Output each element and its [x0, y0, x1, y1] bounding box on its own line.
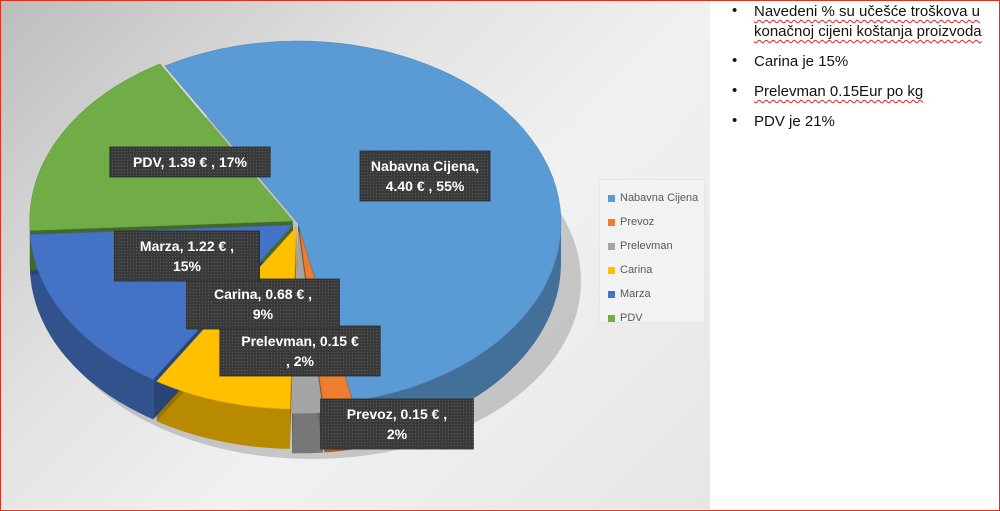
data-label-box: [320, 398, 474, 450]
legend-swatch: [608, 266, 615, 274]
bullet-icon: •: [732, 52, 738, 69]
bullet-icon: •: [732, 112, 738, 129]
pie-slice-side: [30, 234, 154, 420]
legend-label: Prelevman: [620, 240, 673, 252]
legend-item: PDV: [608, 306, 704, 330]
note-item: • PDV je 21%: [730, 112, 998, 132]
data-label-text: Nabavna Cijena,: [371, 158, 479, 174]
note-text: Prelevman 0.15Eur po kg: [754, 83, 924, 100]
data-label: Nabavna Cijena, 4.40 € , 55%: [359, 150, 491, 202]
legend-item: Nabavna Cijena: [608, 186, 704, 210]
pie-chart: Nabavna Cijena, 4.40 € , 55% Prevoz, 0.15 …: [29, 40, 581, 459]
data-label-text: Prevoz, 0.15 € ,: [347, 406, 447, 422]
legend-swatch: [608, 242, 615, 250]
data-label-box: [359, 150, 491, 202]
chart-panel: Nabavna Cijena, 4.40 € , 55% Prevoz, 0.15 …: [1, 1, 710, 509]
pie-slice-side: [156, 381, 290, 449]
data-label: Prelevman, 0.15 € , 2%: [219, 325, 381, 377]
notes-list: • Navedeni % su učešće troškova u konačn…: [730, 0, 998, 132]
data-label: PDV, 1.39 € , 17%: [109, 146, 271, 178]
data-label: Prevoz, 0.15 € , 2%: [320, 398, 474, 450]
legend-label: Carina: [620, 264, 653, 276]
data-label-text: PDV, 1.39 € , 17%: [133, 154, 247, 170]
data-label-text: 9%: [253, 306, 274, 322]
data-label-text: 2%: [387, 426, 408, 442]
legend-item: Marza: [608, 282, 704, 306]
data-label: Carina, 0.68 € , 9%: [186, 278, 340, 330]
legend-label: Prevoz: [620, 216, 655, 228]
note-text: PDV je 21%: [754, 113, 835, 130]
data-label-box: [186, 278, 340, 330]
legend-item: Carina: [608, 258, 704, 282]
legend-swatch: [608, 290, 615, 298]
legend-item: Prevoz: [608, 210, 704, 234]
note-item: • Navedeni % su učešće troškova u konačn…: [730, 2, 998, 42]
data-label-box: [114, 230, 260, 282]
legend-label: PDV: [620, 312, 643, 324]
bullet-icon: •: [732, 82, 738, 99]
data-label-text: 4.40 € , 55%: [386, 178, 465, 194]
bullet-icon: •: [732, 2, 738, 19]
data-label-text: , 2%: [286, 353, 315, 369]
note-text: Carina je 15%: [754, 53, 849, 70]
legend-label: Marza: [620, 288, 651, 300]
legend-swatch: [608, 218, 615, 226]
legend-item: Prelevman: [608, 234, 704, 258]
note-item: • Prelevman 0.15Eur po kg: [730, 82, 998, 102]
data-label-text: Marza, 1.22 € ,: [140, 238, 234, 254]
chart-legend: Nabavna Cijena Prevoz Prelevman Carina M…: [599, 179, 705, 324]
data-label-text: Carina, 0.68 € ,: [214, 286, 312, 302]
data-label-box: [219, 325, 381, 377]
note-item: • Carina je 15%: [730, 52, 998, 72]
note-text: Navedeni % su učešće troškova u konačnoj…: [754, 3, 982, 40]
legend-label: Nabavna Cijena: [620, 192, 699, 204]
legend-swatch: [608, 314, 615, 322]
data-label: Marza, 1.22 € , 15%: [114, 230, 260, 282]
data-label-text: 15%: [173, 258, 202, 274]
pie-slice-nabavna-cijena: [164, 40, 562, 402]
data-label-text: Prelevman, 0.15 €: [241, 333, 359, 349]
pie-slice-side: [292, 412, 323, 454]
data-label-box: [109, 146, 271, 178]
legend-swatch: [608, 194, 615, 202]
